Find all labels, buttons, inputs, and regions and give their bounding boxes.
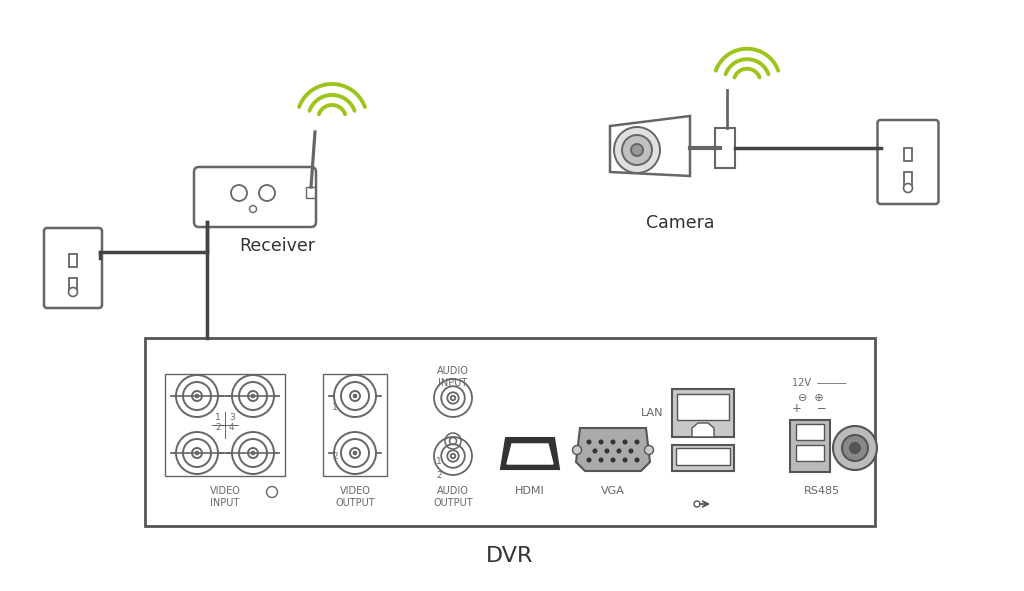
Text: 3: 3 xyxy=(229,413,234,421)
Circle shape xyxy=(635,458,639,462)
Text: DVR: DVR xyxy=(486,546,534,566)
Bar xyxy=(796,424,824,440)
Text: ⊖  ⊕: ⊖ ⊕ xyxy=(798,393,823,403)
Circle shape xyxy=(195,451,199,455)
Bar xyxy=(672,389,734,437)
Polygon shape xyxy=(501,438,559,469)
Bar xyxy=(796,445,824,461)
Circle shape xyxy=(599,458,603,462)
Bar xyxy=(145,338,874,526)
Circle shape xyxy=(251,451,255,455)
Bar xyxy=(904,148,912,161)
Polygon shape xyxy=(610,116,690,176)
Circle shape xyxy=(833,426,877,470)
Circle shape xyxy=(842,435,868,461)
Bar xyxy=(323,374,387,476)
Text: 2: 2 xyxy=(436,471,441,480)
Text: 1: 1 xyxy=(436,457,442,466)
Circle shape xyxy=(631,144,643,156)
Text: AUDIO
INPUT: AUDIO INPUT xyxy=(437,366,469,388)
Bar xyxy=(165,374,285,476)
Text: RS485: RS485 xyxy=(804,486,840,496)
Circle shape xyxy=(605,449,609,453)
Text: +    −: + − xyxy=(792,402,826,415)
Circle shape xyxy=(617,449,621,453)
Bar xyxy=(69,278,77,291)
Circle shape xyxy=(353,451,357,455)
Circle shape xyxy=(251,394,255,398)
Circle shape xyxy=(614,127,660,173)
Bar xyxy=(790,420,830,472)
Text: Camera: Camera xyxy=(646,214,715,232)
FancyBboxPatch shape xyxy=(44,228,102,308)
Polygon shape xyxy=(507,444,553,464)
Bar xyxy=(672,445,734,471)
Circle shape xyxy=(195,394,199,398)
Text: Receiver: Receiver xyxy=(239,237,315,255)
Bar xyxy=(306,187,315,198)
Text: 2: 2 xyxy=(215,423,221,431)
Text: 1: 1 xyxy=(332,403,338,412)
Bar xyxy=(715,128,735,168)
Polygon shape xyxy=(575,428,650,471)
Circle shape xyxy=(624,458,627,462)
FancyBboxPatch shape xyxy=(878,120,939,204)
Circle shape xyxy=(587,458,591,462)
Circle shape xyxy=(353,394,357,398)
FancyBboxPatch shape xyxy=(194,167,316,227)
Text: LAN: LAN xyxy=(640,408,663,418)
Circle shape xyxy=(850,443,860,453)
Text: VGA: VGA xyxy=(601,486,625,496)
Circle shape xyxy=(903,183,912,193)
Text: 2: 2 xyxy=(332,452,338,461)
Text: VIDEO
INPUT: VIDEO INPUT xyxy=(210,486,241,508)
Text: 1: 1 xyxy=(215,413,221,421)
Circle shape xyxy=(599,440,603,444)
Text: 12V  ―――: 12V ――― xyxy=(792,378,847,388)
Circle shape xyxy=(629,449,633,453)
Text: HDMI: HDMI xyxy=(515,486,545,496)
Text: 4: 4 xyxy=(229,423,234,431)
Circle shape xyxy=(635,440,639,444)
Circle shape xyxy=(69,287,78,297)
Circle shape xyxy=(593,449,597,453)
Bar xyxy=(677,394,729,420)
Bar xyxy=(676,448,730,465)
Circle shape xyxy=(587,440,591,444)
Circle shape xyxy=(611,458,614,462)
Bar xyxy=(904,172,912,185)
Polygon shape xyxy=(692,423,714,437)
Circle shape xyxy=(624,440,627,444)
Circle shape xyxy=(572,446,582,454)
Circle shape xyxy=(644,446,653,454)
Text: VIDEO
OUTPUT: VIDEO OUTPUT xyxy=(335,486,375,508)
Circle shape xyxy=(611,440,614,444)
Text: AUDIO
OUTPUT: AUDIO OUTPUT xyxy=(433,486,473,508)
Bar xyxy=(69,254,77,267)
Circle shape xyxy=(622,135,652,165)
